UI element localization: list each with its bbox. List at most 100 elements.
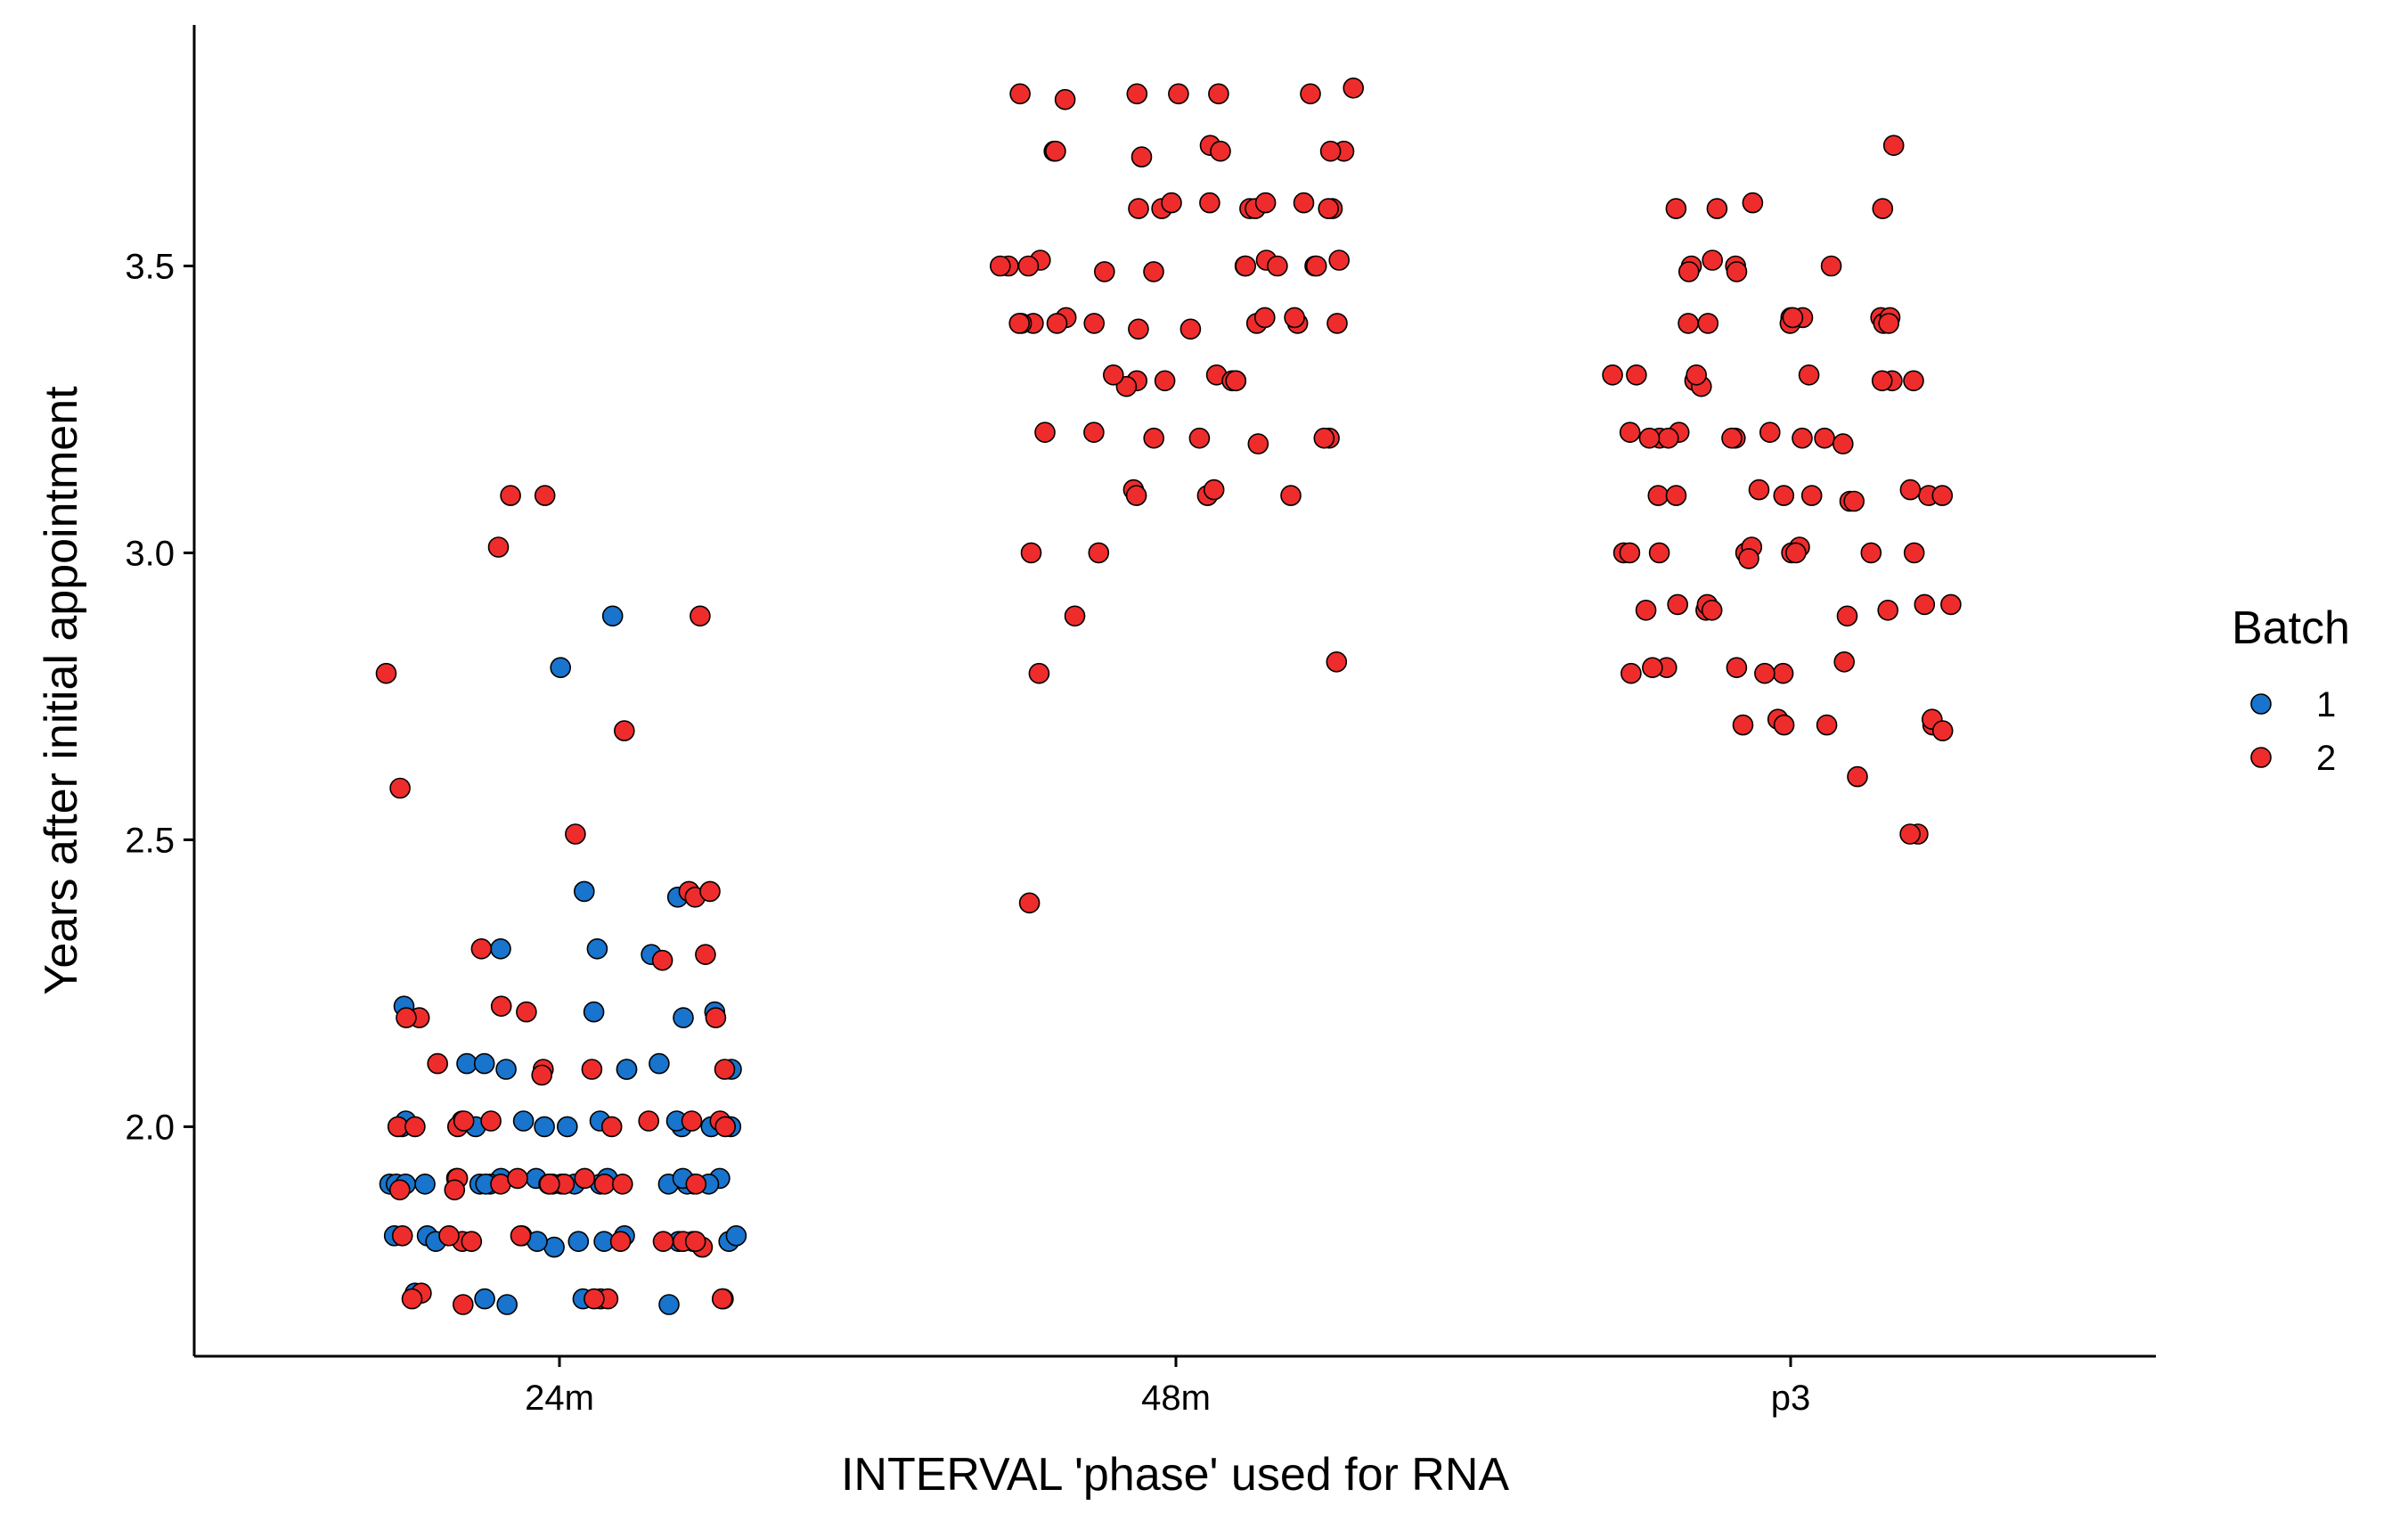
data-point-batch-2 (1878, 313, 1899, 334)
data-point-batch-2 (1882, 135, 1905, 156)
data-point-batch-2 (1754, 662, 1775, 684)
data-point-batch-2 (1020, 542, 1042, 564)
data-point-batch-2 (1326, 650, 1348, 673)
data-point-batch-2 (1247, 433, 1269, 454)
data-point-batch-2 (401, 1288, 423, 1310)
data-point-batch-2 (1742, 192, 1764, 214)
data-point-batch-2 (1328, 250, 1350, 271)
data-point-batch-2 (1008, 313, 1030, 334)
data-point-batch-2 (1686, 364, 1707, 386)
data-point-batch-2 (1792, 427, 1813, 449)
data-point-batch-2 (1782, 307, 1804, 329)
data-point-batch-2 (1313, 427, 1335, 449)
y-tick-label: 2.0 (125, 1108, 175, 1147)
x-tick-label: p3 (1771, 1379, 1811, 1418)
data-point-batch-2 (611, 1174, 633, 1195)
data-point-batch-1 (601, 605, 624, 627)
data-point-batch-2 (1626, 364, 1647, 386)
data-point-batch-2 (1293, 192, 1315, 214)
data-point-batch-2 (1697, 313, 1719, 334)
data-point-batch-2 (375, 662, 397, 684)
data-point-batch-2 (1620, 662, 1642, 684)
data-point-batch-2 (470, 938, 493, 960)
data-point-batch-2 (516, 1001, 537, 1023)
data-point-batch-2 (389, 777, 411, 799)
data-point-batch-2 (1847, 765, 1868, 788)
data-point-batch-2 (539, 1174, 560, 1195)
x-tick-label: 24m (525, 1379, 594, 1418)
data-point-batch-1 (567, 1231, 590, 1252)
data-point-batch-2 (714, 1116, 737, 1138)
data-point-batch-2 (584, 1288, 605, 1310)
data-point-batch-2 (1836, 605, 1858, 627)
data-point-batch-1 (414, 1174, 436, 1195)
data-point-batch-2 (1602, 364, 1623, 386)
data-point-batch-1 (673, 1007, 694, 1028)
data-point-batch-2 (1816, 714, 1838, 736)
data-point-batch-1 (586, 938, 608, 960)
data-point-batch-2 (1635, 599, 1657, 621)
y-tick-label: 3.5 (125, 247, 175, 286)
data-point-batch-2 (711, 1288, 733, 1310)
data-point-batch-2 (705, 1007, 727, 1028)
data-point-batch-2 (444, 1179, 466, 1201)
data-point-batch-2 (1128, 318, 1149, 340)
data-point-batch-2 (1642, 657, 1663, 679)
data-point-batch-2 (1018, 892, 1041, 914)
data-point-batch-2 (1208, 83, 1229, 105)
data-point-batch-2 (613, 720, 635, 741)
data-point-batch-1 (556, 1116, 578, 1138)
legend-swatch (2250, 693, 2272, 715)
data-point-batch-2 (1094, 261, 1115, 282)
data-point-batch-2 (1914, 593, 1936, 616)
data-point-batch-2 (1103, 364, 1124, 386)
data-point-batch-2 (461, 1231, 483, 1252)
data-point-batch-2 (1678, 261, 1700, 282)
data-point-batch-2 (593, 1174, 616, 1195)
y-tick-label: 3.0 (125, 534, 175, 573)
x-axis-ticks: 24m 48m p3 (525, 1356, 1810, 1418)
data-point-batch-2 (1125, 485, 1147, 506)
data-point-batch-1 (550, 657, 572, 679)
data-point-batch-2 (1833, 433, 1854, 454)
data-point-batch-2 (391, 1225, 413, 1247)
data-point-batch-2 (690, 605, 711, 627)
legend-entries: 12 (2250, 685, 2336, 778)
data-point-batch-2 (1619, 542, 1641, 564)
data-point-batch-2 (1726, 657, 1748, 679)
data-point-batch-2 (1798, 364, 1820, 386)
data-point-batch-2 (1284, 307, 1305, 329)
data-point-batch-2 (1638, 427, 1661, 449)
data-point-batch-2 (1064, 605, 1086, 627)
data-point-batch-2 (695, 944, 716, 965)
data-points (375, 78, 1962, 1315)
data-point-batch-2 (1871, 370, 1893, 392)
data-point-batch-2 (453, 1110, 475, 1132)
y-axis-ticks: 2.0 2.5 3.0 3.5 (125, 247, 194, 1147)
data-point-batch-2 (1773, 714, 1795, 736)
data-point-batch-2 (1343, 78, 1364, 99)
data-point-batch-2 (1009, 83, 1031, 105)
data-point-batch-2 (388, 1179, 411, 1201)
data-point-batch-2 (1820, 255, 1842, 277)
data-point-batch-2 (1083, 421, 1105, 444)
data-point-batch-2 (638, 1110, 660, 1132)
data-point-batch-1 (725, 1225, 747, 1247)
data-point-batch-2 (1131, 146, 1153, 168)
data-point-batch-1 (573, 880, 595, 903)
data-point-batch-2 (1199, 192, 1220, 214)
data-point-batch-2 (1267, 255, 1288, 277)
data-point-batch-2 (1203, 479, 1225, 501)
data-point-batch-2 (652, 1231, 674, 1252)
data-point-batch-2 (699, 880, 721, 903)
data-point-batch-2 (1833, 650, 1855, 673)
data-point-batch-2 (1017, 255, 1040, 277)
data-point-batch-2 (1088, 542, 1110, 564)
data-point-batch-2 (565, 823, 586, 845)
legend-label: 2 (2316, 739, 2336, 778)
data-point-batch-2 (1210, 140, 1231, 162)
data-point-batch-2 (1772, 662, 1794, 684)
data-point-batch-2 (1300, 83, 1321, 105)
data-point-batch-2 (1701, 599, 1723, 621)
data-point-batch-2 (1773, 485, 1795, 506)
